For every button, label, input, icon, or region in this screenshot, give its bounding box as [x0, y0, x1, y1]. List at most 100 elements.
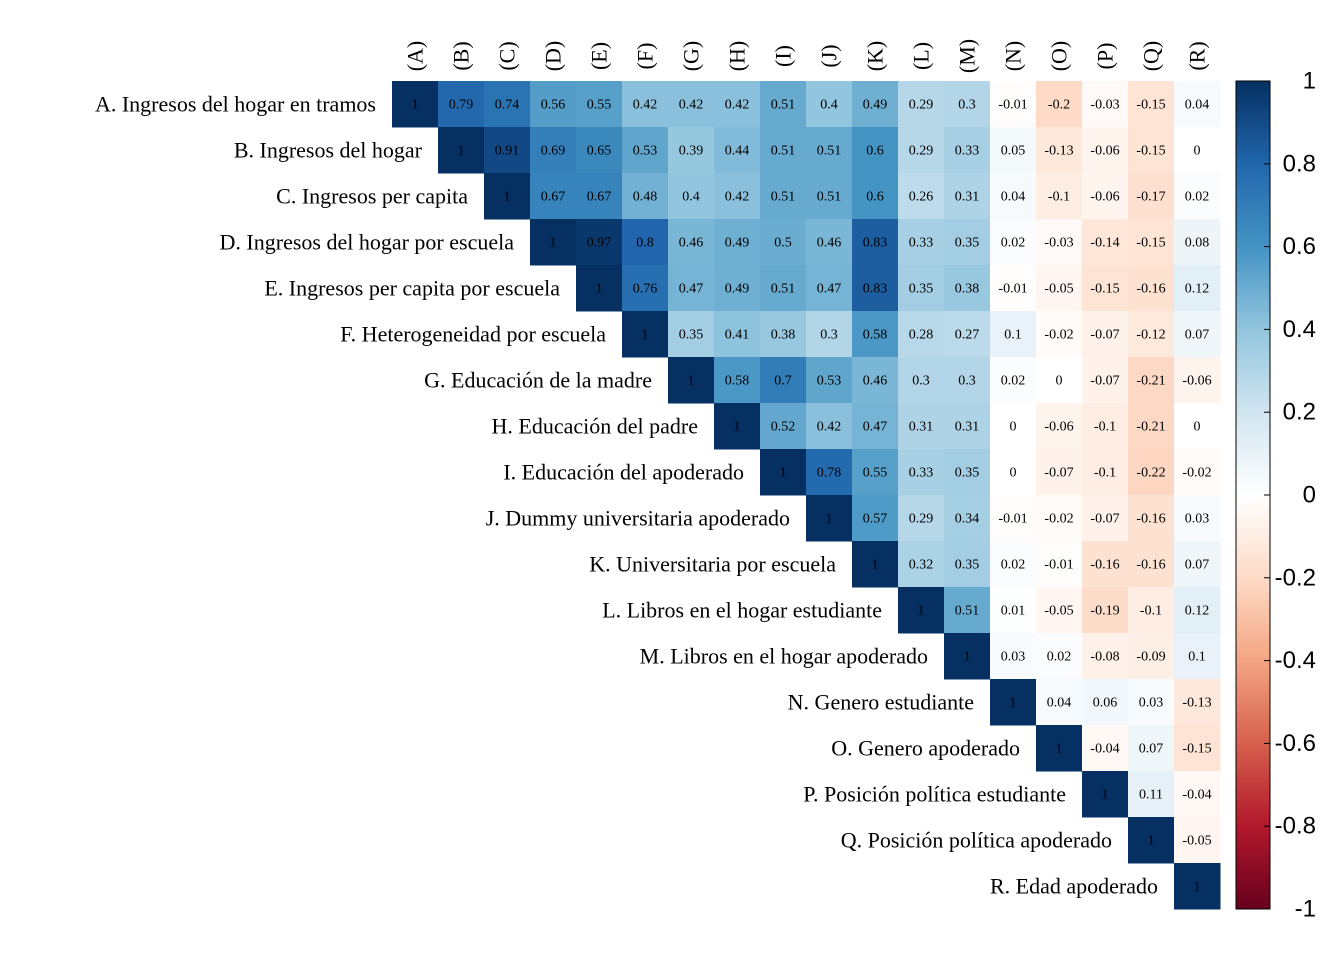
row-label: N. Genero estudiante [788, 690, 974, 715]
cell-value: -0.13 [1044, 144, 1073, 159]
column-label: (O) [1047, 41, 1072, 72]
cell-value: -0.06 [1090, 190, 1119, 205]
heatmap-cell [898, 357, 945, 404]
cell-value: 0 [1194, 420, 1201, 435]
column-label: (C) [495, 41, 520, 70]
cell-value: 0.3 [820, 328, 838, 343]
heatmap-cell [1174, 173, 1221, 220]
row-label: L. Libros en el hogar estudiante [602, 598, 882, 623]
cell-value: 0.55 [587, 98, 612, 113]
cell-value: -0.13 [1182, 696, 1211, 711]
heatmap-cell [622, 311, 669, 358]
cell-value: 0.3 [958, 98, 976, 113]
heatmap-cell [576, 173, 623, 220]
cell-value: 0.44 [725, 144, 750, 159]
cell-value: 0.06 [1093, 696, 1118, 711]
heatmap-cell [990, 679, 1037, 726]
heatmap-cell [760, 219, 807, 266]
cell-value: 0.46 [817, 236, 842, 251]
cell-value: 0.38 [771, 328, 796, 343]
cell-value: 0.11 [1139, 788, 1163, 803]
heatmap-cell [1036, 633, 1083, 680]
row-labels: A. Ingresos del hogar en tramos B. Ingres… [95, 92, 1158, 899]
heatmap-cell [1082, 219, 1129, 266]
cell-value: 0.26 [909, 190, 934, 205]
cell-value: 0.57 [863, 512, 888, 527]
heatmap-cell [622, 173, 669, 220]
heatmap-cell [1174, 587, 1221, 634]
heatmap-cell [1082, 449, 1129, 496]
heatmap-cell [852, 219, 899, 266]
cell-value: 0.01 [1001, 604, 1026, 619]
heatmap-cell [990, 219, 1037, 266]
cell-value: -0.04 [1182, 788, 1211, 803]
cell-value: -0.05 [1044, 604, 1073, 619]
cell-value: -0.08 [1090, 650, 1119, 665]
cell-value: -0.1 [1140, 604, 1162, 619]
cell-value: -0.01 [1044, 558, 1073, 573]
heatmap-cell [1082, 541, 1129, 588]
colorbar: 1 0.8 0.6 0.4 0.2 0 -0.2 -0.4 -0.6 -0.8 -1 [1235, 68, 1316, 923]
heatmap-cell [1128, 265, 1175, 312]
heatmap-cell [990, 311, 1037, 358]
cell-value: 0.42 [725, 98, 750, 113]
cell-value: 0.97 [587, 236, 612, 251]
cell-value: 0.33 [955, 144, 980, 159]
row-label: J. Dummy universitaria apoderado [486, 506, 790, 531]
colorbar-tick-label: -0.8 [1275, 813, 1316, 840]
heatmap-cell [852, 311, 899, 358]
heatmap-cell [898, 403, 945, 450]
colorbar-tick-label: 0 [1303, 482, 1316, 509]
heatmap-cell [1082, 633, 1129, 680]
cell-value: 1 [734, 420, 741, 435]
heatmap-cell [530, 127, 577, 174]
heatmap-cell [1082, 679, 1129, 726]
cell-value: 1 [642, 328, 649, 343]
heatmap-cell [990, 173, 1037, 220]
heatmap-cell [852, 495, 899, 542]
heatmap-cell [806, 449, 853, 496]
heatmap-cell [714, 173, 761, 220]
colorbar-tick-label: 1 [1303, 68, 1316, 95]
cell-value: 0.47 [817, 282, 842, 297]
cell-value: -0.01 [998, 512, 1027, 527]
cell-value: 0.08 [1185, 236, 1210, 251]
heatmap-cell [1082, 403, 1129, 450]
heatmap-cell [1036, 265, 1083, 312]
row-label: I. Educación del apoderado [503, 460, 744, 485]
heatmap-cell [990, 127, 1037, 174]
heatmap-cell [484, 81, 531, 128]
heatmap-cell [1174, 81, 1221, 128]
cell-value: 0.42 [633, 98, 658, 113]
heatmap-cell [1082, 265, 1129, 312]
row-label: H. Educación del padre [492, 414, 698, 439]
cell-value: -0.07 [1090, 328, 1119, 343]
heatmap-cell [530, 219, 577, 266]
cell-value: 0.46 [863, 374, 888, 389]
heatmap-cell [1174, 219, 1221, 266]
heatmap-cell [1082, 311, 1129, 358]
heatmap-cell [1036, 127, 1083, 174]
cell-value: 0.58 [863, 328, 888, 343]
heatmap-cell [1174, 357, 1221, 404]
cell-value: 0.53 [633, 144, 658, 159]
cell-value: 0.5 [774, 236, 792, 251]
cell-value: 0.04 [1001, 190, 1026, 205]
heatmap-cell [622, 265, 669, 312]
cell-value: 0.47 [863, 420, 888, 435]
cell-value: 0.35 [909, 282, 934, 297]
heatmap-cell [1128, 403, 1175, 450]
cell-value: -0.07 [1044, 466, 1073, 481]
heatmap-cell [1128, 219, 1175, 266]
cell-value: 0.31 [909, 420, 934, 435]
heatmap-cell [806, 357, 853, 404]
heatmap-cell [990, 495, 1037, 542]
cell-value: 1 [872, 558, 879, 573]
column-label: (E) [587, 42, 612, 70]
cell-value: -0.06 [1182, 374, 1211, 389]
heatmap-cell [484, 127, 531, 174]
heatmap-cell [806, 495, 853, 542]
heatmap-cell [944, 81, 991, 128]
column-label: (B) [449, 41, 474, 70]
